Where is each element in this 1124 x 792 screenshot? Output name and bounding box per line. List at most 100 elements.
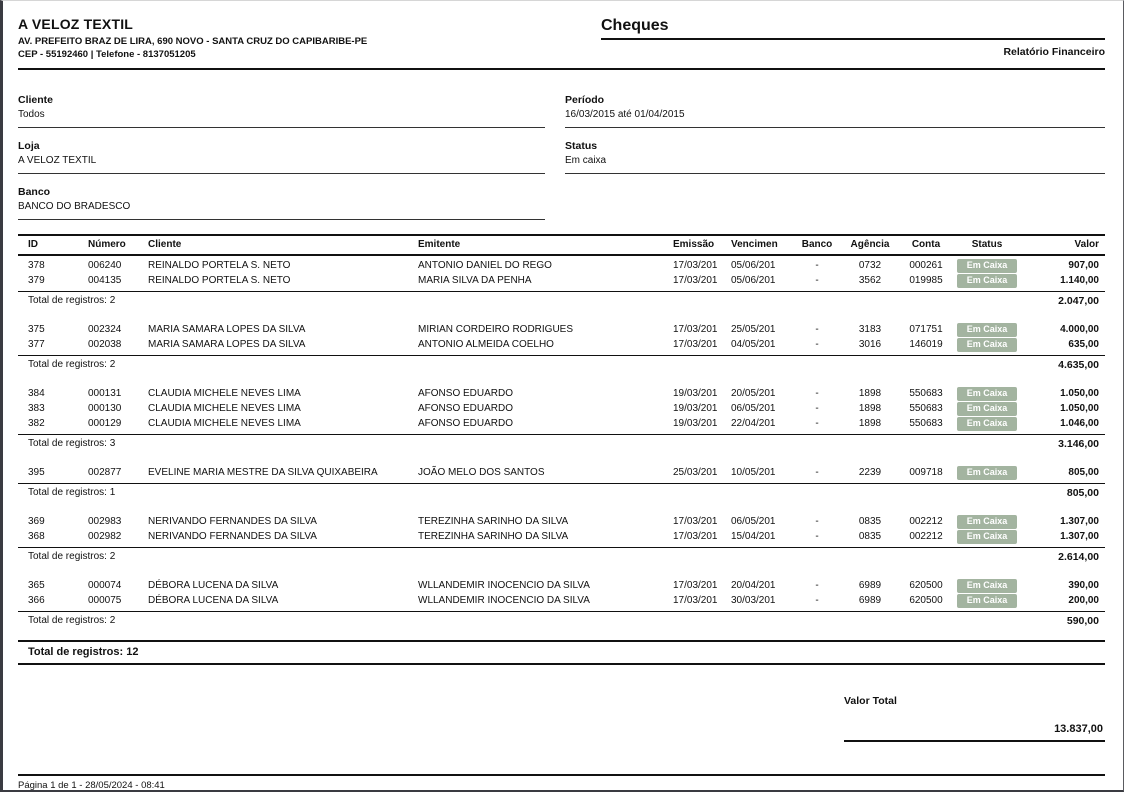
col-header-conta: Conta xyxy=(911,239,941,251)
cell-valor: 1.046,00 xyxy=(1060,418,1099,430)
cell-status: Em Caixa xyxy=(953,529,1021,544)
filter-loja: Loja A VELOZ TEXTIL xyxy=(18,140,545,175)
cell-vencimento: 30/03/201 xyxy=(731,595,776,607)
cell-vencimento: 06/05/201 xyxy=(731,403,776,415)
cell-valor: 805,00 xyxy=(1068,467,1099,479)
cell-cliente: CLAUDIA MICHELE NEVES LIMA xyxy=(148,388,301,400)
cell-emitente: JOÃO MELO DOS SANTOS xyxy=(418,467,545,479)
cell-valor: 200,00 xyxy=(1068,595,1099,607)
cell-banco: - xyxy=(815,324,819,336)
cell-emissao: 17/03/201 xyxy=(673,531,718,543)
cell-numero: 000130 xyxy=(88,403,122,415)
cell-banco: - xyxy=(815,260,819,272)
valor-total-label: Valor Total xyxy=(844,695,897,708)
cell-emitente: TEREZINHA SARINHO DA SILVA xyxy=(418,516,569,528)
cell-id: 379 xyxy=(28,275,45,287)
group-rows: 395 002877 EVELINE MARIA MESTRE DA SILVA Q… xyxy=(18,463,1105,485)
cell-emissao: 19/03/201 xyxy=(673,388,718,400)
table-row: 379 004135 REINALDO PORTELA S. NETO MARIA S… xyxy=(18,273,1105,288)
cell-emitente: MIRIAN CORDEIRO RODRIGUES xyxy=(418,324,574,336)
group-total-label: Total de registros: 2 xyxy=(28,615,116,627)
group-total-valor: 4.635,00 xyxy=(1058,359,1099,372)
cell-conta: 000261 xyxy=(909,260,943,272)
cell-emitente: AFONSO EDUARDO xyxy=(418,403,514,415)
status-badge: Em Caixa xyxy=(957,401,1017,416)
page-footer: Página 1 de 1 - 28/05/2024 - 08:41 xyxy=(18,774,1105,792)
cell-conta: 002212 xyxy=(909,531,943,543)
cell-vencimento: 05/06/201 xyxy=(731,275,776,287)
cell-vencimento: 25/05/201 xyxy=(731,324,776,336)
group-rows: 384 000131 CLAUDIA MICHELE NEVES LIMA AFONS… xyxy=(18,384,1105,436)
filter-status-label: Status xyxy=(565,140,598,153)
table-row: 368 002982 NERIVANDO FERNANDES DA SILVA TER… xyxy=(18,529,1105,544)
cell-numero: 000131 xyxy=(88,388,122,400)
col-header-valor: Valor xyxy=(1074,239,1099,251)
filter-banco-value: BANCO DO BRADESCO xyxy=(18,201,131,213)
col-header-id: ID xyxy=(28,239,38,251)
cell-status: Em Caixa xyxy=(953,578,1021,593)
cell-valor: 907,00 xyxy=(1068,260,1099,272)
cell-cliente: MARIA SAMARA LOPES DA SILVA xyxy=(148,324,306,336)
report-subtitle: Relatório Financeiro xyxy=(1003,46,1105,58)
group-total-valor: 805,00 xyxy=(1066,487,1099,500)
filter-loja-value: A VELOZ TEXTIL xyxy=(18,155,97,167)
cell-vencimento: 05/06/201 xyxy=(731,260,776,272)
cell-cliente: DÉBORA LUCENA DA SILVA xyxy=(148,595,279,607)
col-header-emissao: Emissão xyxy=(673,239,715,251)
cell-cliente: CLAUDIA MICHELE NEVES LIMA xyxy=(148,403,301,415)
group-total-row: Total de registros: 3 3.146,00 xyxy=(18,435,1105,450)
cell-vencimento: 20/05/201 xyxy=(731,388,776,400)
cell-valor: 390,00 xyxy=(1068,580,1099,592)
group-total-valor: 2.047,00 xyxy=(1058,295,1099,308)
report-title: Cheques xyxy=(601,17,1105,40)
cell-id: 368 xyxy=(28,531,45,543)
cell-agencia: 1898 xyxy=(858,403,882,415)
cell-banco: - xyxy=(815,516,819,528)
table-row: 369 002983 NERIVANDO FERNANDES DA SILVA TER… xyxy=(18,514,1105,529)
cell-emitente: ANTONIO ALMEIDA COELHO xyxy=(418,339,554,351)
cell-valor: 1.050,00 xyxy=(1060,403,1099,415)
filter-banco-label: Banco xyxy=(18,186,51,199)
cell-banco: - xyxy=(815,580,819,592)
company-address: AV. PREFEITO BRAZ DE LIRA, 690 NOVO - SA… xyxy=(18,35,368,47)
filters-section: Cliente Todos Período 16/03/2015 até 01/… xyxy=(18,82,1105,221)
status-badge: Em Caixa xyxy=(957,322,1017,337)
cell-status: Em Caixa xyxy=(953,514,1021,529)
status-badge: Em Caixa xyxy=(957,514,1017,529)
group-total-label: Total de registros: 2 xyxy=(28,359,116,371)
group-total-row: Total de registros: 2 2.614,00 xyxy=(18,548,1105,563)
page-info: Página 1 de 1 - 28/05/2024 - 08:41 xyxy=(18,780,165,792)
cell-id: 395 xyxy=(28,467,45,479)
cell-id: 383 xyxy=(28,403,45,415)
cell-agencia: 0835 xyxy=(858,531,882,543)
cell-agencia: 2239 xyxy=(858,467,882,479)
cell-numero: 000074 xyxy=(88,580,122,592)
filter-empty-cell xyxy=(565,186,1105,220)
cell-emissao: 17/03/201 xyxy=(673,339,718,351)
cell-emissao: 19/03/201 xyxy=(673,418,718,430)
cell-emissao: 17/03/201 xyxy=(673,580,718,592)
cell-emitente: TEREZINHA SARINHO DA SILVA xyxy=(418,531,569,543)
cell-emitente: AFONSO EDUARDO xyxy=(418,418,514,430)
cell-status: Em Caixa xyxy=(953,401,1021,416)
cell-emissao: 25/03/201 xyxy=(673,467,718,479)
filter-cliente-label: Cliente xyxy=(18,94,54,107)
cell-status: Em Caixa xyxy=(953,258,1021,273)
cell-conta: 146019 xyxy=(909,339,943,351)
cell-id: 378 xyxy=(28,260,45,272)
group-total-label: Total de registros: 1 xyxy=(28,487,116,499)
filter-status-value: Em caixa xyxy=(565,155,607,167)
title-block: Cheques Relatório Financeiro xyxy=(601,17,1105,58)
cell-valor: 1.307,00 xyxy=(1060,516,1099,528)
cell-agencia: 3016 xyxy=(858,339,882,351)
cell-conta: 019985 xyxy=(909,275,943,287)
valor-total-block: Valor Total 13.837,00 xyxy=(844,695,1105,743)
header-divider xyxy=(18,68,1105,71)
table-row: 383 000130 CLAUDIA MICHELE NEVES LIMA AFONS… xyxy=(18,401,1105,416)
cell-id: 384 xyxy=(28,388,45,400)
cell-cliente: CLAUDIA MICHELE NEVES LIMA xyxy=(148,418,301,430)
check-group: 375 002324 MARIA SAMARA LOPES DA SILVA MIRI… xyxy=(18,320,1105,371)
cell-agencia: 6989 xyxy=(858,595,882,607)
group-total-valor: 590,00 xyxy=(1066,615,1099,628)
